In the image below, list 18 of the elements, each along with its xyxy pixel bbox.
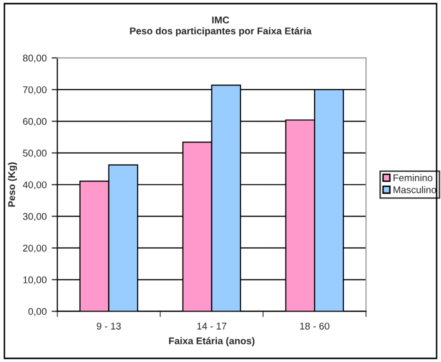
y-tick-label: 80,00 (23, 54, 47, 63)
legend-label: Feminino (394, 174, 432, 182)
x-tick-label: 14 - 17 (197, 322, 226, 330)
y-tick-label: 50,00 (22, 150, 47, 158)
y-tick-label: 60,00 (23, 118, 47, 126)
y-tick-label: 0,00 (28, 308, 47, 316)
legend-label: Masculino (394, 186, 436, 194)
x-tick-label: 9 - 13 (96, 322, 121, 330)
x-tick-label: 18 - 60 (300, 322, 330, 330)
y-tick-label: 20,00 (23, 244, 47, 253)
chart-title: IMC (212, 16, 230, 24)
y-tick-label: 40,00 (22, 181, 47, 190)
y-tick-label: 10,00 (23, 276, 47, 284)
y-axis-title: Peso (Kg) (8, 162, 18, 207)
x-axis-title: Faixa Etária (anos) (169, 337, 254, 346)
y-tick-label: 70,00 (23, 86, 47, 94)
y-tick-label: 30,00 (22, 213, 47, 222)
chart-subtitle: Peso dos participantes por Faixa Etária (130, 27, 312, 36)
